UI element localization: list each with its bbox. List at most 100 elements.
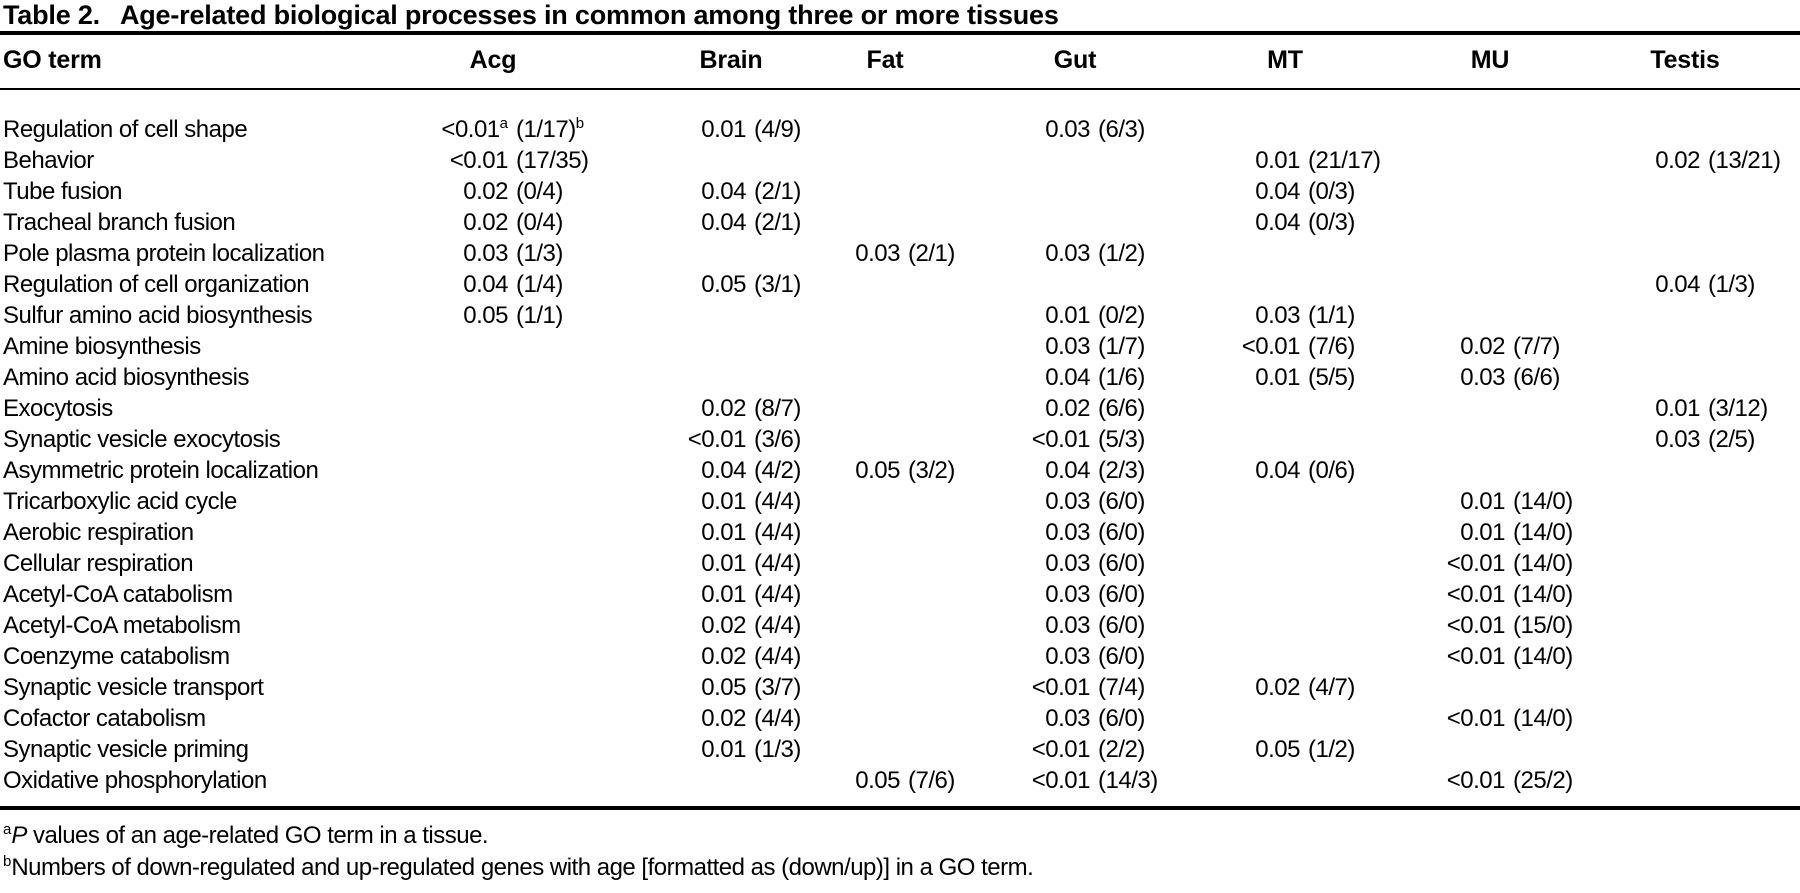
- table-row: Tricarboxylic acid cycle 0.01 (4/4) 0.03 (6/…: [0, 486, 1800, 517]
- p-value: <0.01: [1005, 734, 1091, 765]
- table-row: Regulation of cell organization 0.04 (1/4)…: [0, 269, 1800, 300]
- p-value-text: 0.03: [463, 240, 508, 267]
- p-value: 0.03: [1005, 331, 1090, 362]
- p-value: <0.01: [1420, 703, 1506, 734]
- gene-counts-text: (6/0): [1098, 612, 1145, 639]
- p-value: <0.01: [1420, 548, 1506, 579]
- p-value: 0.04: [1215, 455, 1300, 486]
- gene-counts-text: (1/7): [1098, 333, 1145, 360]
- footnote-b-text: Numbers of down-regulated and up-regulat…: [11, 854, 1034, 881]
- pvalue-cell-mu: <0.01 (14/0): [1420, 579, 1573, 610]
- p-value-text: 0.01: [1255, 147, 1300, 174]
- gene-counts: (6/6): [1098, 395, 1145, 422]
- gene-counts-text: (1/4): [516, 271, 563, 298]
- pvalue-cell-gut: 0.04 (1/6): [1005, 362, 1145, 393]
- p-value: 0.02: [661, 393, 746, 424]
- pvalue-cell-mt: 0.03 (1/1): [1215, 300, 1355, 331]
- table-row: Amine biosynthesis 0.03 (1/7) <0.01 (7/6) 0.0…: [0, 331, 1800, 362]
- p-value: 0.02: [661, 641, 746, 672]
- gene-counts: (25/2): [1513, 767, 1573, 794]
- table-caption: Table 2. Age-related biological processes…: [3, 0, 1059, 31]
- gene-counts-text: (21/17): [1308, 147, 1381, 174]
- pvalue-cell-testis: 0.04 (1/3): [1615, 269, 1755, 300]
- p-value: 0.03: [1005, 486, 1090, 517]
- gene-counts-text: (5/5): [1308, 364, 1355, 391]
- p-value-text: 0.01: [1460, 488, 1505, 515]
- pvalue-cell-mu: <0.01 (15/0): [1420, 610, 1573, 641]
- gene-counts: (6/6): [1513, 364, 1560, 391]
- p-value: 0.03: [1005, 238, 1090, 269]
- go-term-cell: Oxidative phosphorylation: [3, 767, 267, 794]
- gene-counts-text: (1/3): [1708, 271, 1755, 298]
- gene-counts-text: (3/1): [754, 271, 801, 298]
- p-value: 0.04: [1215, 207, 1300, 238]
- p-value-text: 0.01: [701, 488, 746, 515]
- p-value: 0.01: [661, 579, 746, 610]
- go-term-cell: Synaptic vesicle exocytosis: [3, 426, 281, 453]
- pvalue-cell-brain: 0.01 (1/3): [661, 734, 801, 765]
- gene-counts-text: (4/2): [754, 457, 801, 484]
- p-value-text: <0.01: [1446, 581, 1506, 608]
- gene-counts-text: (6/0): [1098, 519, 1145, 546]
- p-value: 0.03: [1005, 610, 1090, 641]
- gene-counts-text: (14/0): [1513, 581, 1573, 608]
- p-value: <0.01: [1420, 579, 1506, 610]
- go-term-cell: Acetyl-CoA catabolism: [3, 581, 233, 608]
- pvalue-cell-gut: 0.04 (2/3): [1005, 455, 1145, 486]
- p-value: 0.02: [1615, 145, 1700, 176]
- pvalue-cell-mt: 0.04 (0/6): [1215, 455, 1355, 486]
- gene-counts-text: (0/4): [516, 178, 563, 205]
- gene-counts-text: (4/4): [754, 581, 801, 608]
- p-value: 0.04: [423, 269, 508, 300]
- gene-counts-text: (6/0): [1098, 488, 1145, 515]
- gene-counts-text: (3/7): [754, 674, 801, 701]
- gene-counts: (1/3): [754, 736, 801, 763]
- p-value-text: 0.03: [1655, 426, 1700, 453]
- go-term-cell: Cofactor catabolism: [3, 705, 206, 732]
- p-value: 0.01: [1215, 145, 1300, 176]
- gene-counts-text: (4/4): [754, 550, 801, 577]
- pvalue-cell-brain: 0.05 (3/7): [661, 672, 801, 703]
- p-value: 0.01: [661, 734, 746, 765]
- gene-counts-text: (1/3): [754, 736, 801, 763]
- pvalue-cell-brain: 0.02 (4/4): [661, 703, 801, 734]
- go-term-cell: Asymmetric protein localization: [3, 457, 319, 484]
- gene-counts-text: (3/2): [908, 457, 955, 484]
- pvalue-cell-mu: 0.01 (14/0): [1420, 486, 1573, 517]
- p-value: 0.04: [1005, 362, 1090, 393]
- gene-counts-text: (8/7): [754, 395, 801, 422]
- gene-counts: (0/3): [1308, 178, 1355, 205]
- p-value: 0.05: [661, 269, 746, 300]
- gene-counts: (7/4): [1098, 674, 1145, 701]
- pvalue-cell-gut: 0.03 (6/0): [1005, 610, 1145, 641]
- p-value-text: <0.01: [1031, 767, 1091, 794]
- p-value-text: <0.01: [1031, 426, 1091, 453]
- table-number-label: Table 2.: [3, 0, 100, 30]
- go-term-cell: Amine biosynthesis: [3, 333, 201, 360]
- gene-counts: (6/0): [1098, 705, 1145, 732]
- go-term-cell: Amino acid biosynthesis: [3, 364, 249, 391]
- p-value-text: <0.01: [1446, 612, 1506, 639]
- go-term-cell: Synaptic vesicle priming: [3, 736, 249, 763]
- p-value-text: 0.03: [1045, 519, 1090, 546]
- p-value: 0.04: [1215, 176, 1300, 207]
- gene-counts: (4/4): [754, 581, 801, 608]
- gene-counts: (14/0): [1513, 519, 1573, 546]
- table-row: Regulation of cell shape <0.01a (1/17)b 0.0…: [0, 114, 1800, 145]
- p-value: 0.03: [1005, 517, 1090, 548]
- pvalue-cell-mu: 0.02 (7/7): [1420, 331, 1560, 362]
- p-value-text: 0.03: [1045, 240, 1090, 267]
- pvalue-cell-testis: 0.03 (2/5): [1615, 424, 1755, 455]
- pvalue-cell-mu: <0.01 (14/0): [1420, 548, 1573, 579]
- pvalue-cell-brain: 0.04 (4/2): [661, 455, 801, 486]
- pvalue-cell-gut: 0.03 (6/0): [1005, 641, 1145, 672]
- pvalue-cell-acg: <0.01a (1/17)b: [423, 114, 584, 145]
- gene-counts-text: (4/4): [754, 643, 801, 670]
- gene-counts-text: (1/17): [516, 116, 576, 143]
- gene-counts-text: (0/4): [516, 209, 563, 236]
- gene-counts-text: (1/3): [516, 240, 563, 267]
- p-value-text: 0.01: [1255, 364, 1300, 391]
- footnote-a: aP values of an age-related GO term in a…: [3, 820, 489, 852]
- pvalue-cell-gut: 0.03 (6/0): [1005, 517, 1145, 548]
- gene-counts: (4/4): [754, 488, 801, 515]
